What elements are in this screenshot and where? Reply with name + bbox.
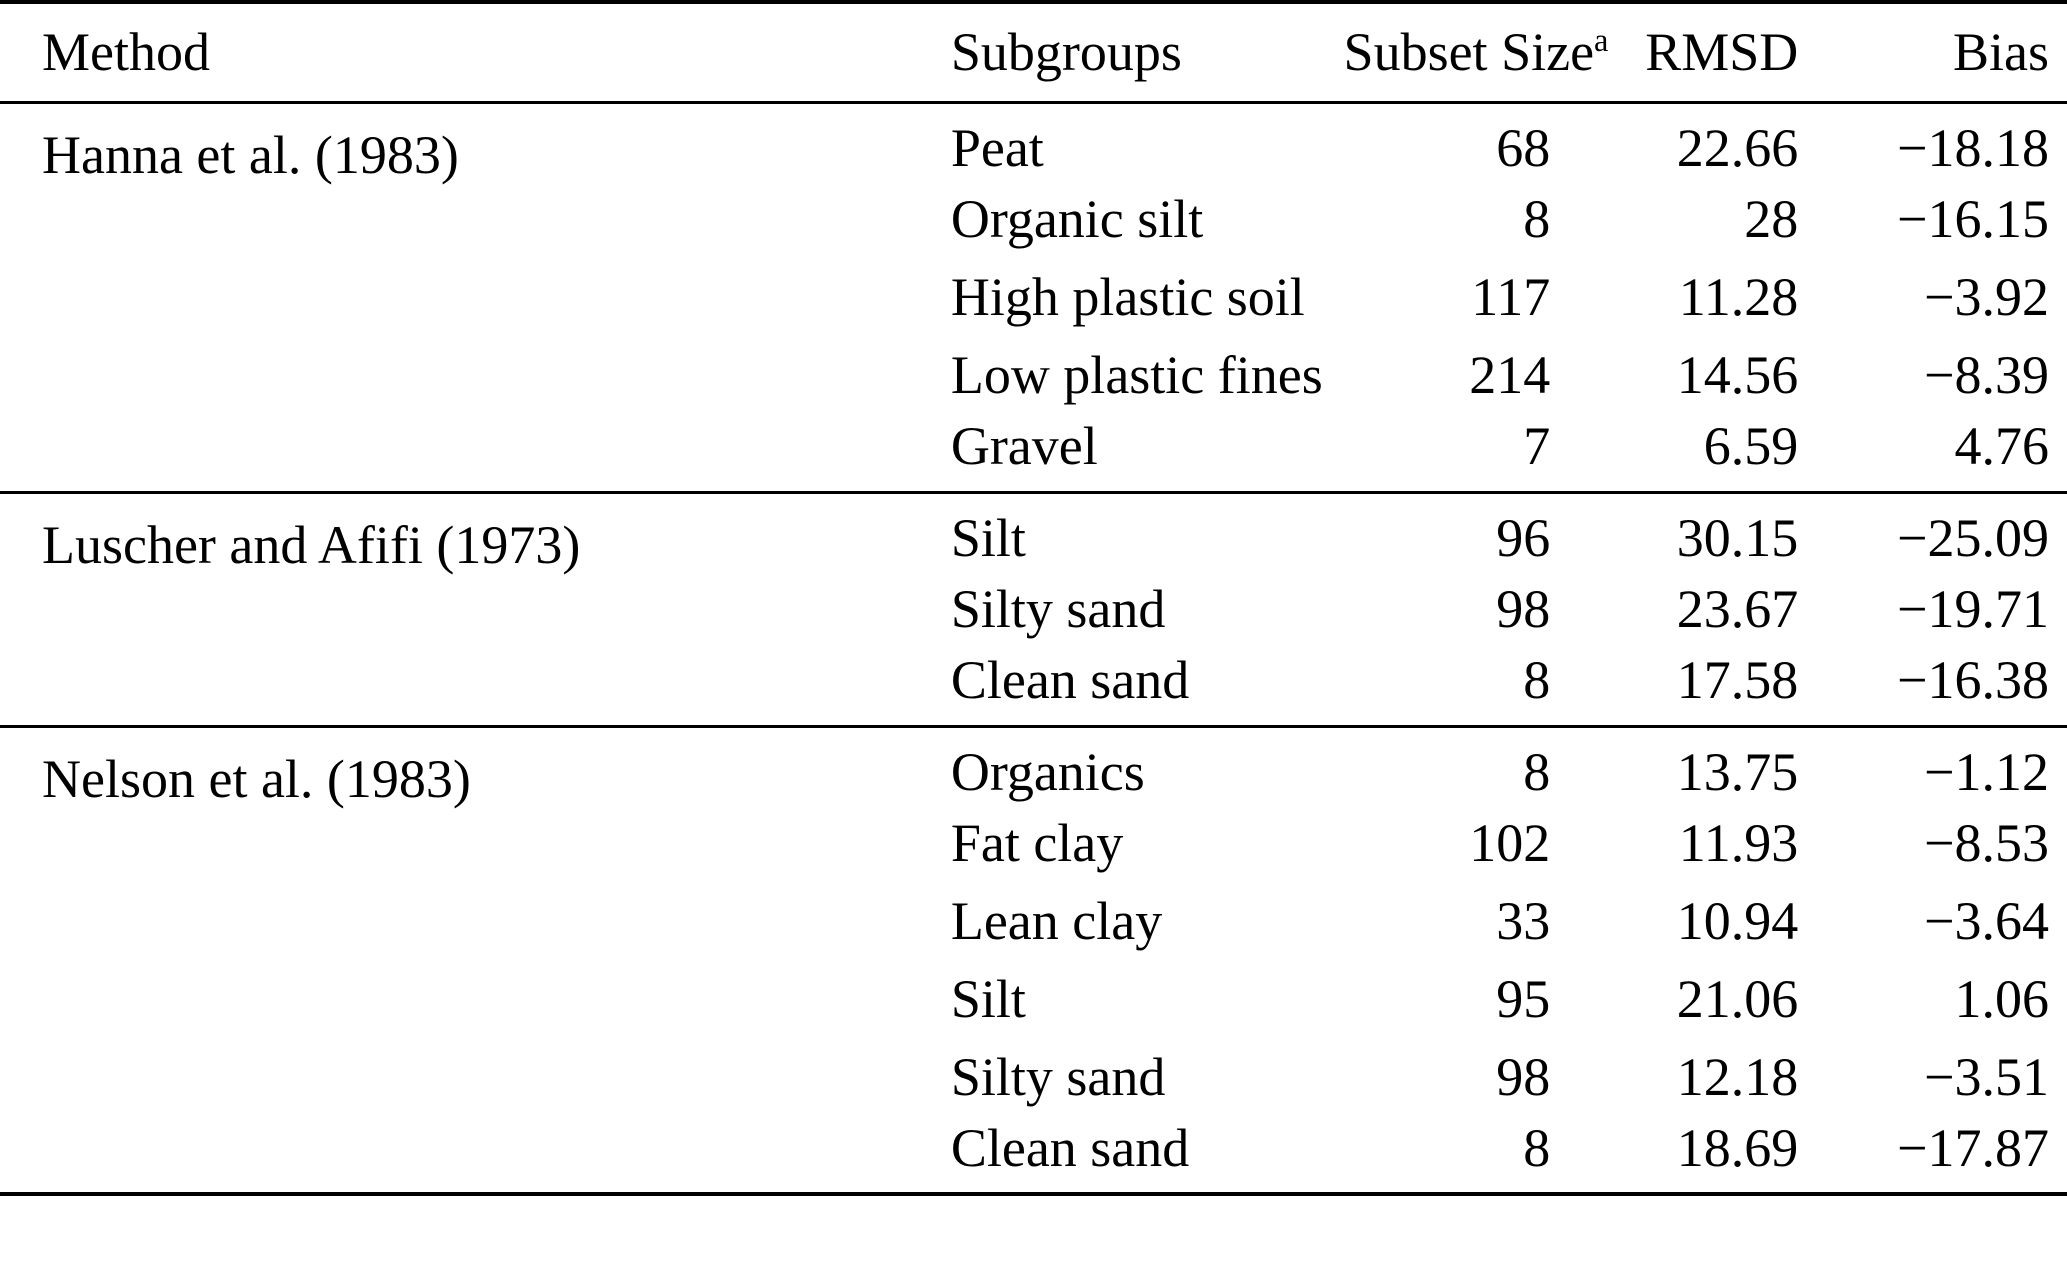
rmsd-cell: 6.59 <box>1703 416 1799 477</box>
bias-cell: −3.92 <box>1924 267 2049 327</box>
method-group-luscher: Luscher and Afifi (1973) Silt 96 30.15 −… <box>0 492 2067 726</box>
subgroup-cell: Silty sand <box>950 1047 1166 1107</box>
subgroup-cell: Silt <box>950 969 1026 1029</box>
column-header-rmsd: RMSD <box>1645 22 1799 83</box>
results-table: Method Subgroups Subset Sizea RMSD Bias … <box>0 0 2067 1196</box>
method-group-hanna: Hanna et al. (1983) Peat 68 22.66 −18.18… <box>0 102 2067 492</box>
subgroup-cell: Peat <box>950 117 1044 178</box>
rmsd-cell: 17.58 <box>1676 650 1799 711</box>
rmsd-cell: 23.67 <box>1676 579 1799 639</box>
table-row: Gravel 7 6.59 4.76 <box>0 414 2067 492</box>
subset-size-label: Subset Size <box>1343 22 1595 83</box>
table-row: Organic silt 8 28 −16.15 <box>0 180 2067 258</box>
subset-size-cell: 95 <box>1496 969 1551 1029</box>
footnote-marker: a <box>1594 23 1609 60</box>
method-name: Nelson et al. (1983) <box>42 748 471 809</box>
bias-cell: −18.18 <box>1897 117 2049 178</box>
column-header-subset-size: Subset Sizea <box>1344 2 1609 102</box>
table-row: Fat clay 102 11.93 −8.53 <box>0 804 2067 882</box>
table-row: Silty sand 98 12.18 −3.51 <box>0 1038 2067 1116</box>
subset-size-cell: 8 <box>1523 741 1551 802</box>
table-row: Clean sand 8 17.58 −16.38 <box>0 648 2067 726</box>
rmsd-cell: 30.15 <box>1676 507 1799 568</box>
table-row: Low plastic fines 214 14.56 −8.39 <box>0 336 2067 414</box>
bias-cell: −17.87 <box>1897 1118 2049 1178</box>
method-group-nelson: Nelson et al. (1983) Organics 8 13.75 −1… <box>0 726 2067 1194</box>
rmsd-cell: 11.93 <box>1678 813 1799 873</box>
table-row: Clean sand 8 18.69 −17.87 <box>0 1116 2067 1194</box>
table-row: Lean clay 33 10.94 −3.64 <box>0 882 2067 960</box>
subgroup-cell: Silty sand <box>950 579 1166 639</box>
bias-cell: −19.71 <box>1897 579 2049 639</box>
table-row: Silty sand 98 23.67 −19.71 <box>0 570 2067 648</box>
rmsd-cell: 21.06 <box>1676 969 1799 1029</box>
subset-size-cell: 102 <box>1469 813 1551 873</box>
subset-size-cell: 98 <box>1496 1047 1551 1107</box>
table-header: Method Subgroups Subset Sizea RMSD Bias <box>0 2 2067 102</box>
subset-size-cell: 68 <box>1496 117 1551 178</box>
subgroup-cell: Low plastic fines <box>950 345 1323 405</box>
bias-cell: 4.76 <box>1954 416 2050 477</box>
method-name: Luscher and Afifi (1973) <box>42 514 581 575</box>
subgroup-cell: High plastic soil <box>950 267 1305 327</box>
bias-cell: −3.64 <box>1924 891 2049 951</box>
bias-cell: −16.38 <box>1897 650 2049 711</box>
rmsd-cell: 13.75 <box>1676 741 1799 802</box>
column-header-subgroups: Subgroups <box>950 22 1182 83</box>
subset-size-cell: 214 <box>1469 345 1551 405</box>
subgroup-cell: Lean clay <box>950 891 1163 951</box>
subgroup-cell: Fat clay <box>950 813 1124 873</box>
rmsd-cell: 12.18 <box>1676 1047 1799 1107</box>
subset-size-cell: 8 <box>1523 189 1551 249</box>
subgroup-cell: Silt <box>950 507 1026 568</box>
rmsd-cell: 14.56 <box>1676 345 1799 405</box>
subgroup-cell: Organic silt <box>950 189 1204 249</box>
rmsd-cell: 22.66 <box>1676 117 1799 178</box>
table-row: Luscher and Afifi (1973) Silt 96 30.15 −… <box>0 492 2067 575</box>
rmsd-cell: 18.69 <box>1676 1118 1799 1178</box>
bias-cell: 1.06 <box>1954 969 2050 1029</box>
subgroup-cell: Gravel <box>950 416 1098 477</box>
subset-size-cell: 33 <box>1496 891 1551 951</box>
subgroup-cell: Organics <box>950 741 1145 802</box>
subset-size-cell: 7 <box>1523 416 1551 477</box>
subset-size-cell: 96 <box>1496 507 1551 568</box>
rmsd-cell: 28 <box>1744 189 1799 249</box>
header-row: Method Subgroups Subset Sizea RMSD Bias <box>0 2 2067 102</box>
column-header-method: Method <box>42 22 210 83</box>
table-row: High plastic soil 117 11.28 −3.92 <box>0 258 2067 336</box>
bias-cell: −1.12 <box>1924 741 2049 802</box>
bias-cell: −16.15 <box>1897 189 2049 249</box>
bias-cell: −8.53 <box>1924 813 2049 873</box>
table-row: Silt 95 21.06 1.06 <box>0 960 2067 1038</box>
subgroup-cell: Clean sand <box>950 650 1190 711</box>
subset-size-cell: 98 <box>1496 579 1551 639</box>
subset-size-cell: 8 <box>1523 1118 1551 1178</box>
bias-cell: −3.51 <box>1924 1047 2049 1107</box>
table-row: Nelson et al. (1983) Organics 8 13.75 −1… <box>0 726 2067 809</box>
subset-size-cell: 8 <box>1523 650 1551 711</box>
rmsd-cell: 10.94 <box>1676 891 1799 951</box>
table-row: Hanna et al. (1983) Peat 68 22.66 −18.18 <box>0 102 2067 185</box>
bias-cell: −8.39 <box>1924 345 2049 405</box>
subset-size-cell: 117 <box>1471 267 1551 327</box>
rmsd-cell: 11.28 <box>1678 267 1799 327</box>
bias-cell: −25.09 <box>1897 507 2049 568</box>
method-name: Hanna et al. (1983) <box>42 124 459 185</box>
subgroup-cell: Clean sand <box>950 1118 1190 1178</box>
column-header-bias: Bias <box>1952 22 2049 83</box>
